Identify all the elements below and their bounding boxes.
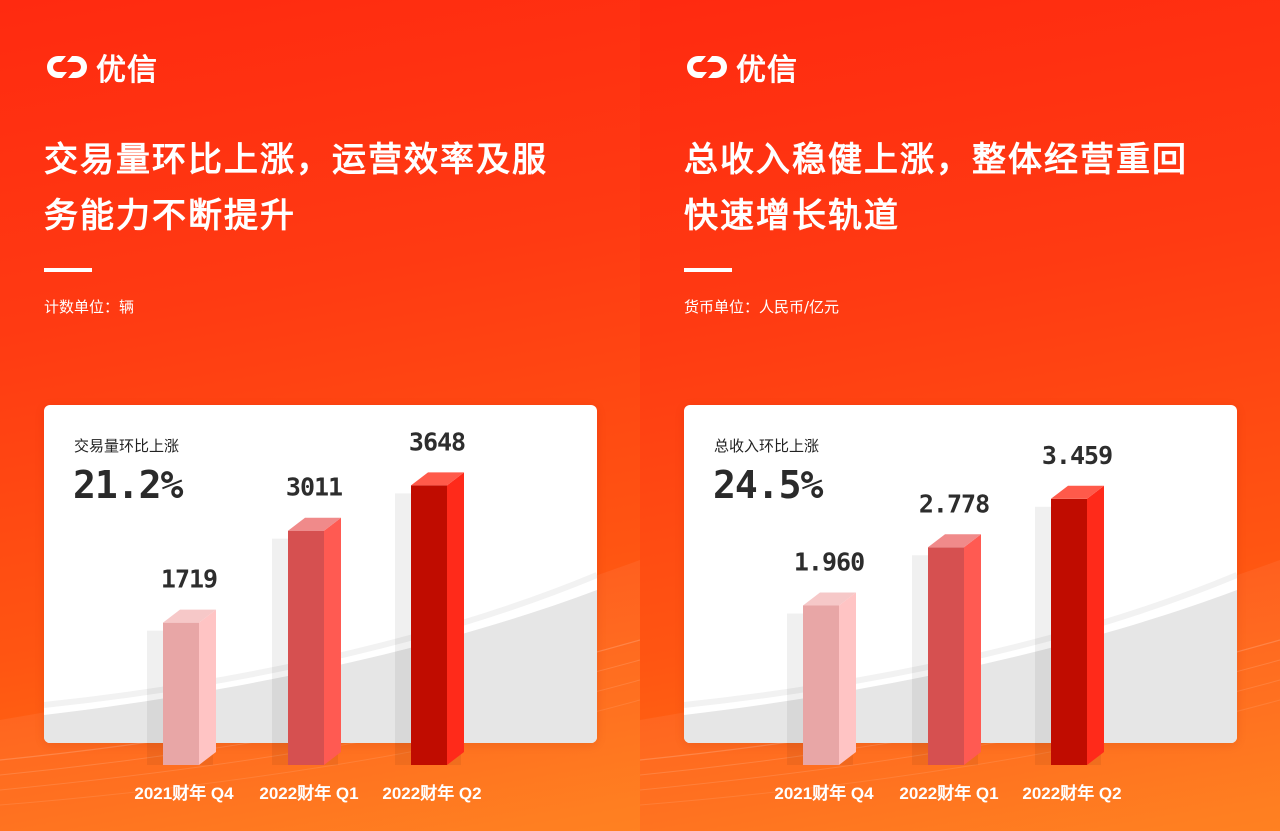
bar-value-label: 2.778 — [919, 489, 989, 518]
bar-value-label: 3.459 — [1042, 441, 1112, 470]
bar-3-top — [1051, 485, 1104, 499]
bar-1-top — [163, 609, 216, 623]
bar-2 — [928, 547, 964, 765]
category-label: 2021财年 Q4 — [134, 783, 234, 803]
bar-chart-volume: 1719 2021财年 Q4 3011 2022财年 Q1 3648 2022财年 Q2 — [134, 427, 481, 803]
bar-value-label: 1.960 — [794, 547, 864, 576]
bar-1 — [803, 605, 839, 765]
bar-2-top — [288, 517, 341, 531]
bar-1-side — [839, 592, 856, 765]
bar-1 — [163, 622, 199, 765]
divider — [44, 268, 92, 272]
bar-3-side — [447, 472, 464, 765]
headline: 总收入稳健上涨，整体经营重回 快速增长轨道 — [684, 132, 1254, 244]
unit-label: 货币单位：人民币/亿元 — [684, 298, 840, 316]
category-label: 2022财年 Q2 — [1022, 783, 1121, 803]
bar-3 — [1051, 498, 1087, 765]
headline-line-2: 务能力不断提升 — [44, 196, 296, 236]
bar-1-top — [803, 592, 856, 606]
metric-value: 24.5% — [713, 463, 823, 507]
unit-label: 计数单位：辆 — [44, 298, 135, 316]
brand-logo: 优信 — [684, 50, 798, 88]
bar-3 — [411, 485, 447, 765]
brand-name: 优信 — [736, 53, 798, 88]
divider — [684, 268, 732, 272]
bar-3-side — [1087, 485, 1104, 765]
headline-line-2: 快速增长轨道 — [684, 196, 900, 236]
metric-value: 21.2% — [73, 463, 183, 507]
category-label: 2021财年 Q4 — [774, 783, 874, 803]
category-label: 2022财年 Q1 — [899, 783, 998, 803]
category-label: 2022财年 Q1 — [259, 783, 358, 803]
bar-value-label: 3648 — [409, 427, 465, 456]
panel-transaction-volume: 优信 交易量环比上涨，运营效率及服 务能力不断提升 计数单位：辆 交易量环比上涨… — [0, 0, 640, 831]
bar-2-top — [928, 534, 981, 548]
panel-total-revenue: 优信 总收入稳健上涨，整体经营重回 快速增长轨道 货币单位：人民币/亿元 总收入… — [640, 0, 1280, 831]
brand-logo: 优信 — [44, 50, 158, 88]
bar-value-label: 1719 — [161, 565, 217, 594]
bar-2-side — [324, 517, 341, 765]
infinity-link-icon — [47, 56, 87, 78]
headline-line-1: 交易量环比上涨，运营效率及服 — [44, 140, 548, 180]
bar-1-side — [199, 609, 216, 765]
bar-3-top — [411, 472, 464, 486]
bar-chart-revenue: 1.960 2021财年 Q4 2.778 2022财年 Q1 3.459 2022财年 … — [774, 441, 1121, 803]
bar-2 — [288, 530, 324, 765]
brand-name: 优信 — [96, 53, 158, 88]
category-label: 2022财年 Q2 — [382, 783, 481, 803]
bar-2-side — [964, 534, 981, 765]
bar-value-label: 3011 — [286, 473, 342, 502]
infinity-link-icon — [687, 56, 727, 78]
headline-line-1: 总收入稳健上涨，整体经营重回 — [684, 140, 1188, 180]
headline: 交易量环比上涨，运营效率及服 务能力不断提升 — [44, 132, 614, 244]
metric-label: 总收入环比上涨 — [714, 437, 820, 455]
metric-label: 交易量环比上涨 — [74, 437, 180, 455]
